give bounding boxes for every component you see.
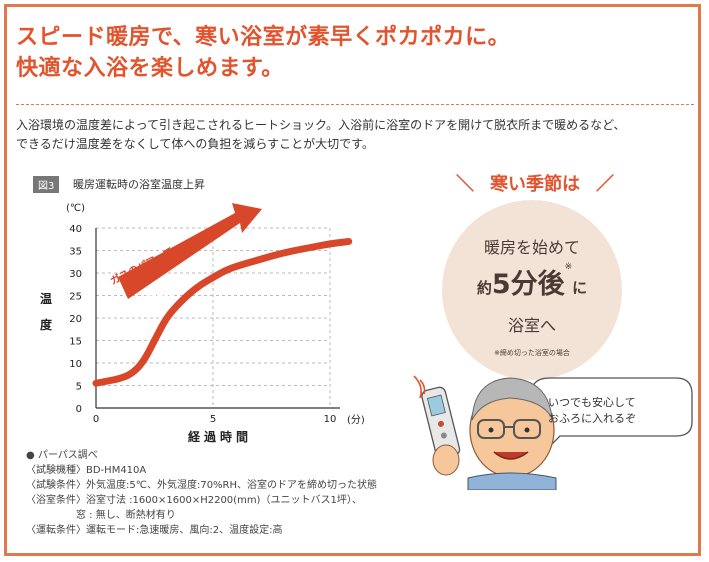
y-tick-label: 40 (69, 224, 82, 235)
y-tick-label: 20 (69, 314, 82, 325)
eye-left (488, 427, 494, 433)
note-line: 〈試験条件〉外気温度:5℃、外気湿度:70%RH、浴室のドアを締め切った状態 (26, 480, 378, 491)
note-line: 〈試験機種〉BD-HM410A (26, 465, 147, 476)
y-tick-label: 25 (69, 292, 82, 303)
circle-number: 5分後 (491, 269, 565, 300)
x-tick-labels: 0 5 10 (93, 414, 337, 425)
power-arrow (118, 203, 262, 299)
note-line: 〈浴室条件〉浴室寸法 :1600×1600×H2200(mm)（ユニットバス1坪… (26, 495, 362, 506)
shirt (467, 472, 557, 490)
circle-line-3: 浴室へ (507, 316, 556, 335)
y-unit: (℃) (66, 203, 85, 214)
y-tick-label: 35 (69, 247, 82, 258)
glasses-right (513, 419, 541, 439)
y-tick-label: 5 (76, 382, 82, 393)
circle-suffix: に (572, 279, 588, 297)
circle-line-1: 暖房を始めて (483, 238, 580, 257)
eye-right (524, 427, 530, 433)
hand (432, 444, 460, 476)
left-slash-icon: ＼ (456, 174, 474, 195)
x-tick-label: 0 (93, 414, 99, 425)
y-axis-label: 温度 (40, 292, 53, 332)
mouth (493, 451, 529, 460)
intro-line-1: 入浴環境の温度差によって引き起こされるヒートショック。入浴前に浴室のドアを開けて… (16, 118, 626, 132)
intro-text: 入浴環境の温度差によって引き起こされるヒートショック。入浴前に浴室のドアを開けて… (16, 116, 696, 154)
right-slash-icon: ／ (596, 174, 614, 195)
circle-footnote: ※締め切った浴室の場合 (494, 349, 570, 357)
divider (16, 104, 694, 105)
circle-mark: ※ (564, 262, 573, 272)
x-axis-label: 経過時間 (188, 429, 252, 444)
speech-text: いつでも安心して おふろに入れるぞ (548, 395, 636, 427)
x-tick-label: 5 (210, 414, 216, 425)
headline: スピード暖房で、寒い浴室が素早くポカポカに。 快適な入浴を楽しめます。 (16, 22, 510, 84)
y-axis-label-char: 度 (40, 317, 53, 332)
speech-line-2: おふろに入れるぞ (548, 412, 636, 425)
season-title: 寒い季節は (490, 174, 580, 195)
temperature-curve (92, 238, 353, 387)
y-axis-label-char: 温 (40, 292, 52, 306)
signal-wave-icon (419, 379, 426, 395)
hair (471, 377, 553, 421)
note-line: 〈運転条件〉運転モード:急速暖房、風向:2、温度設定:高 (26, 525, 283, 536)
note-line: 窓 : 無し、断熱材有り (26, 510, 176, 521)
intro-line-2: できるだけ温度差をなくして体への負担を減らすことが大切です。 (16, 137, 374, 151)
y-tick-label: 10 (69, 359, 82, 370)
speech-line-1: いつでも安心して (548, 396, 636, 409)
headline-line-1: スピード暖房で、寒い浴室が素早くポカポカに。 (16, 25, 511, 50)
figure-title: 暖房運転時の浴室温度上昇 (73, 178, 205, 191)
chart-axes (95, 228, 340, 409)
page-frame (4, 4, 701, 556)
note-line: ● パーパス調べ (26, 450, 98, 461)
x-tick-label: 10 (324, 414, 337, 425)
man-with-remote-illustration (413, 375, 693, 490)
test-notes: ● パーパス調べ 〈試験機種〉BD-HM410A 〈試験条件〉外気温度:5℃、外… (26, 448, 377, 538)
headline-line-2: 快適な入浴を楽しめます。 (16, 56, 284, 81)
chart-grid (96, 227, 331, 408)
glasses-left (477, 419, 505, 439)
circle-prefix: 約 (476, 279, 492, 297)
y-tick-label: 0 (76, 404, 82, 415)
x-unit: (分) (347, 414, 365, 426)
y-tick-label: 30 (69, 269, 82, 280)
arrow-shape (118, 203, 262, 299)
circle-line-2: 約5分後※ に (442, 262, 622, 301)
figure-badge: 図3 (33, 176, 60, 193)
y-tick-labels: 0 5 10 15 20 25 30 35 40 (69, 224, 82, 415)
y-tick-label: 15 (69, 337, 82, 348)
info-circle: 暖房を始めて 約5分後※ に 浴室へ ※締め切った浴室の場合 (442, 200, 622, 380)
signal-wave-icon (413, 375, 422, 399)
